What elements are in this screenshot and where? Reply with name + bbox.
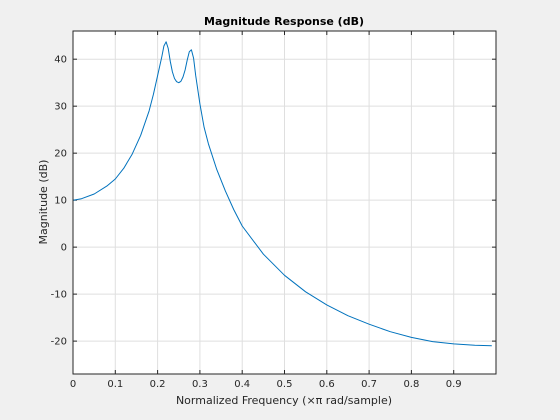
chart-title: Magnitude Response (dB) — [204, 15, 364, 28]
magnitude-response-line — [72, 41, 492, 347]
plot-frame — [72, 30, 497, 375]
x-tick-label: 0.8 — [403, 379, 419, 390]
y-axis-label: Magnitude (dB) — [37, 160, 50, 245]
x-tick-label: 0.6 — [319, 379, 335, 390]
series-layer — [72, 41, 492, 347]
x-tick-label: 0.4 — [234, 379, 250, 390]
y-tick-label: 40 — [54, 55, 67, 66]
y-tick-label: 10 — [54, 196, 67, 207]
x-tick-label: 0.5 — [277, 379, 293, 390]
x-tick-label: 0 — [70, 379, 76, 390]
x-axis-label: Normalized Frequency (×π rad/sample) — [176, 394, 392, 407]
y-tick-label: 20 — [54, 149, 67, 160]
y-tick-label: -10 — [51, 290, 67, 301]
x-tick-label: 0.7 — [361, 379, 377, 390]
x-tick-label: 0.2 — [150, 379, 166, 390]
x-tick-label: 0.3 — [192, 379, 208, 390]
x-tick-label: 0.9 — [446, 379, 462, 390]
y-tick-label: 0 — [61, 243, 67, 254]
y-tick-label: 30 — [54, 102, 67, 113]
y-tick-label: -20 — [51, 337, 67, 348]
x-tick-label: 0.1 — [107, 379, 123, 390]
